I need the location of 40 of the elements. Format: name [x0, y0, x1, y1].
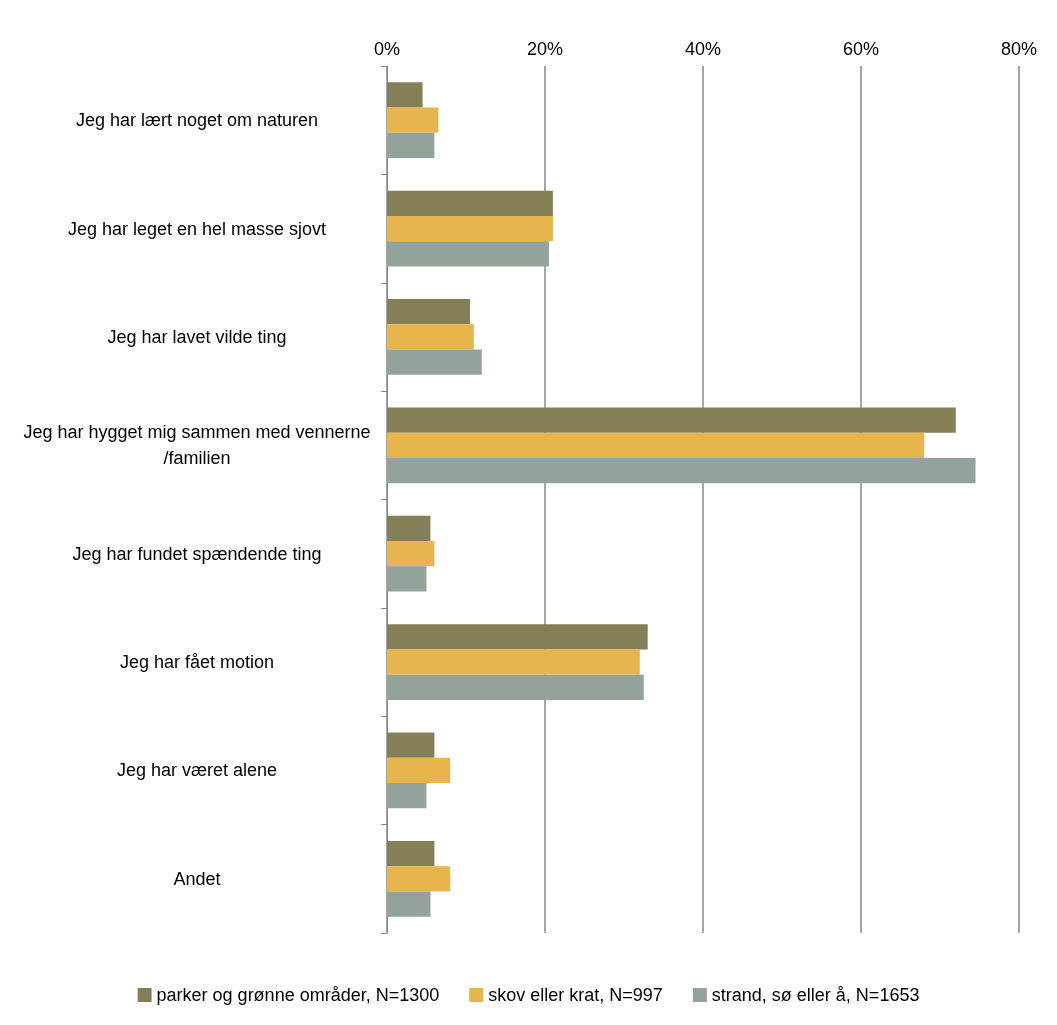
- x-tick-label: 0%: [373, 39, 401, 59]
- bar: [387, 566, 427, 592]
- x-tick-label: 20%: [526, 39, 564, 59]
- bar: [387, 432, 925, 458]
- bar: [387, 349, 482, 375]
- bar: [387, 82, 423, 108]
- y-tick-label: Jeg har fået motion: [119, 652, 275, 673]
- bar: [387, 407, 956, 433]
- bar: [387, 299, 470, 325]
- bar: [387, 891, 431, 917]
- bar: [387, 732, 435, 758]
- bar: [387, 649, 640, 675]
- legend-label: parker og grønne områder, N=1300: [156, 985, 440, 1005]
- bar: [387, 624, 648, 650]
- bar: [387, 674, 644, 700]
- bar: [387, 215, 553, 242]
- bar: [387, 132, 435, 159]
- bar: [387, 107, 439, 133]
- x-tick-label: 80%: [1000, 39, 1038, 59]
- bar: [387, 541, 435, 567]
- bar: [387, 783, 427, 809]
- y-tick-label: Jeg har lært noget om naturen: [75, 110, 319, 131]
- bar: [387, 757, 451, 784]
- x-tick-label: 40%: [684, 39, 722, 59]
- bar: [387, 457, 976, 484]
- bar: [387, 190, 553, 216]
- bar: [387, 866, 451, 892]
- y-tick-label: Jeg har været alene: [116, 760, 278, 781]
- bar: [387, 515, 431, 542]
- x-tick-label: 60%: [842, 39, 880, 59]
- y-tick-label: Andet: [173, 868, 221, 889]
- y-tick-label: Jeg har leget en hel masse sjovt: [67, 218, 327, 239]
- legend-label: strand, sø eller å, N=1653: [711, 985, 920, 1005]
- y-tick-label: Jeg har lavet vilde ting: [107, 326, 287, 347]
- y-tick-label: Jeg har fundet spændende ting: [72, 543, 322, 564]
- bar: [387, 241, 549, 267]
- y-tick-label: Jeg har hygget mig sammen med vennerne/familien: [23, 422, 371, 469]
- bar: [387, 840, 435, 867]
- bar: [387, 324, 474, 350]
- legend-label: skov eller krat, N=997: [488, 985, 663, 1005]
